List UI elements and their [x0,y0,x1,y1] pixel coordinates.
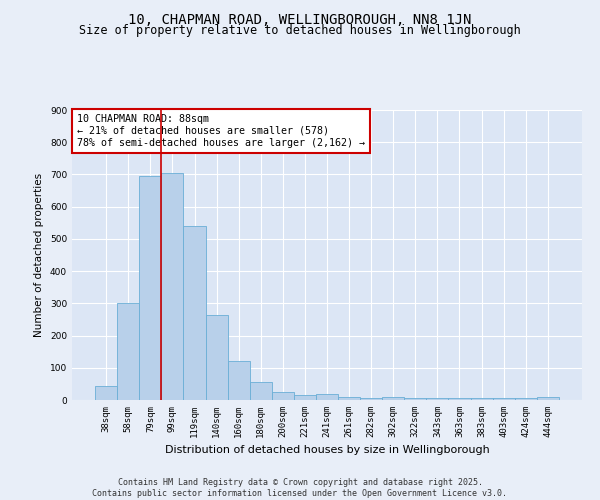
Bar [184,226,206,400]
Bar [493,398,515,400]
Bar [206,314,227,400]
Text: 10, CHAPMAN ROAD, WELLINGBOROUGH, NN8 1JN: 10, CHAPMAN ROAD, WELLINGBOROUGH, NN8 1J… [128,12,472,26]
Bar [470,398,493,400]
Bar [227,362,250,400]
Bar [294,395,316,400]
Bar [382,397,404,400]
Bar [537,397,559,400]
Bar [250,382,272,400]
Text: 10 CHAPMAN ROAD: 88sqm
← 21% of detached houses are smaller (578)
78% of semi-de: 10 CHAPMAN ROAD: 88sqm ← 21% of detached… [77,114,365,148]
Bar [117,304,139,400]
Bar [161,173,184,400]
Bar [95,386,117,400]
Bar [360,398,382,400]
Bar [272,392,294,400]
Bar [139,176,161,400]
Bar [427,398,448,400]
Bar [338,398,360,400]
X-axis label: Distribution of detached houses by size in Wellingborough: Distribution of detached houses by size … [164,446,490,456]
Bar [448,398,470,400]
Bar [316,394,338,400]
Text: Contains HM Land Registry data © Crown copyright and database right 2025.
Contai: Contains HM Land Registry data © Crown c… [92,478,508,498]
Bar [515,398,537,400]
Y-axis label: Number of detached properties: Number of detached properties [34,173,44,337]
Text: Size of property relative to detached houses in Wellingborough: Size of property relative to detached ho… [79,24,521,37]
Bar [404,398,427,400]
